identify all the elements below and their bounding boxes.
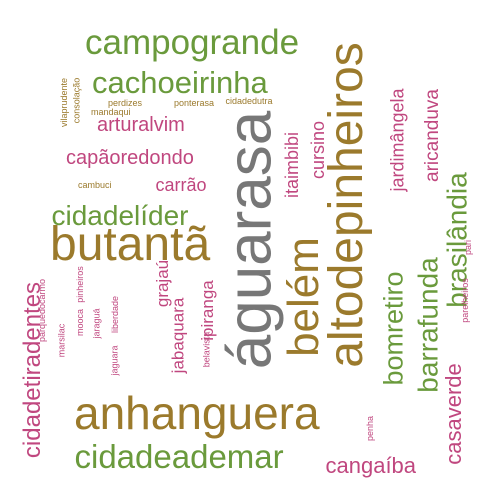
word-jaragua: jaraguá bbox=[91, 307, 102, 339]
word-pinheiros: pinheiros bbox=[74, 265, 85, 303]
word-vilaprudente: vilaprudente bbox=[58, 77, 69, 127]
word-altodepinheiros: altodepinheiros bbox=[319, 42, 373, 368]
word-jabaquara: jabaquara bbox=[168, 297, 188, 373]
word-capaoredondo: capãoredondo bbox=[66, 147, 194, 169]
word-mooca: mooca bbox=[74, 308, 85, 336]
word-cangaiba: cangaíba bbox=[325, 453, 417, 478]
word-bomretiro: bomretiro bbox=[378, 270, 409, 386]
word-anhanguera: anhanguera bbox=[74, 387, 320, 439]
word-cambuci: cambuci bbox=[78, 179, 112, 190]
word-ponterasa: ponterasa bbox=[174, 97, 215, 108]
word-marsilac: marsilac bbox=[56, 323, 67, 357]
word-carrao: carrão bbox=[155, 175, 207, 195]
word-cidadedutra: cidadedutra bbox=[225, 95, 273, 106]
word-barrafunda: barrafunda bbox=[412, 257, 444, 393]
word-aguarasa: águarasa bbox=[214, 110, 284, 370]
word-campogrande: campogrande bbox=[85, 22, 300, 62]
word-casaverde: casaverde bbox=[440, 363, 466, 465]
word-butanta: butantã bbox=[50, 218, 211, 271]
word-belavista: belavista bbox=[201, 331, 212, 367]
word-arturalvim: arturalvim bbox=[97, 114, 185, 136]
word-mandaqui: mandaqui bbox=[91, 106, 131, 117]
word-parelheiros: parelheiros bbox=[459, 277, 470, 323]
word-cursino: cursino bbox=[308, 120, 329, 180]
word-jaguara: jaguara bbox=[109, 344, 120, 376]
word-parquedocarmo: parquedocarmo bbox=[36, 278, 47, 342]
word-pari: pari bbox=[462, 239, 473, 255]
word-liberdade: liberdade bbox=[109, 295, 120, 333]
word-perdizes: perdizes bbox=[108, 97, 143, 108]
word-jardimangela: jardimângela bbox=[387, 88, 408, 192]
word-cidadeademar: cidadeademar bbox=[74, 437, 284, 475]
word-itaimbibi: itaimbibi bbox=[282, 131, 303, 199]
word-belem: belém bbox=[278, 237, 328, 357]
word-aricanduva: aricanduva bbox=[421, 88, 443, 182]
word-cachoeirinha: cachoeirinha bbox=[92, 64, 268, 100]
word-cidadelider: cidadelíder bbox=[51, 200, 189, 231]
word-consolacao: consolação bbox=[71, 77, 82, 123]
word-penha: penha bbox=[364, 415, 375, 441]
